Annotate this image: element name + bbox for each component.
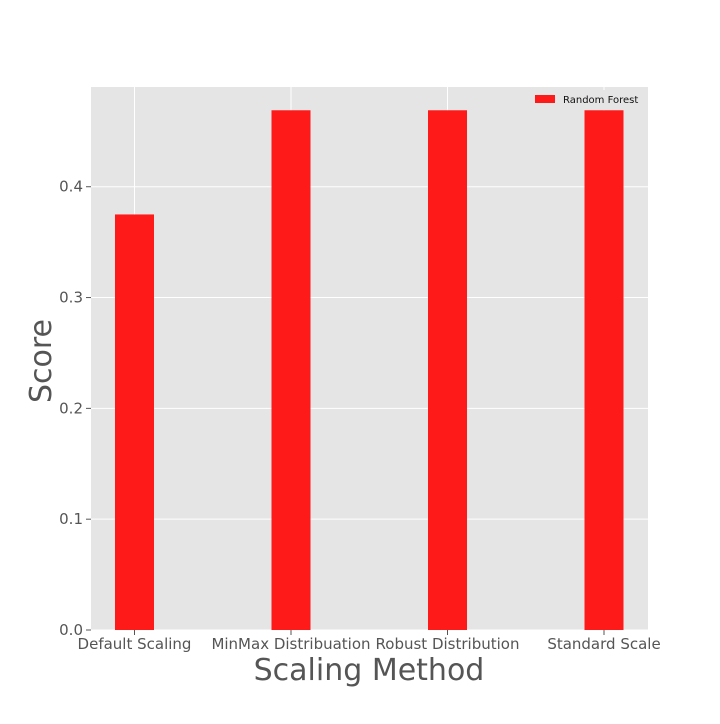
x-tick-label: Robust Distribution bbox=[376, 635, 520, 653]
y-axis-ticks: 0.0 0.1 0.2 0.3 0.4 bbox=[59, 178, 91, 639]
x-tick-label: MinMax Distribuation bbox=[211, 635, 370, 653]
plot-background bbox=[91, 87, 648, 630]
bars bbox=[115, 110, 624, 631]
y-tick-label: 0.4 bbox=[59, 178, 83, 196]
bar bbox=[584, 110, 624, 631]
y-tick-label: 0.1 bbox=[59, 510, 83, 528]
legend-label: Random Forest bbox=[563, 95, 638, 106]
y-tick-label: 0.0 bbox=[59, 621, 83, 639]
y-tick-label: 0.3 bbox=[59, 289, 83, 307]
x-tick-label: Default Scaling bbox=[78, 635, 192, 653]
bar bbox=[428, 110, 467, 631]
bar bbox=[271, 110, 311, 631]
legend-box bbox=[529, 90, 644, 110]
y-tick-label: 0.2 bbox=[59, 399, 83, 417]
x-tick-label: Standard Scale bbox=[547, 635, 660, 653]
x-axis-ticks: Default Scaling MinMax Distribuation Robus… bbox=[78, 630, 661, 653]
y-axis-label: Score bbox=[24, 319, 59, 403]
legend-swatch bbox=[535, 95, 555, 103]
legend: Random Forest bbox=[529, 90, 644, 110]
x-axis-label: Scaling Method bbox=[254, 653, 485, 688]
bar bbox=[115, 214, 154, 630]
